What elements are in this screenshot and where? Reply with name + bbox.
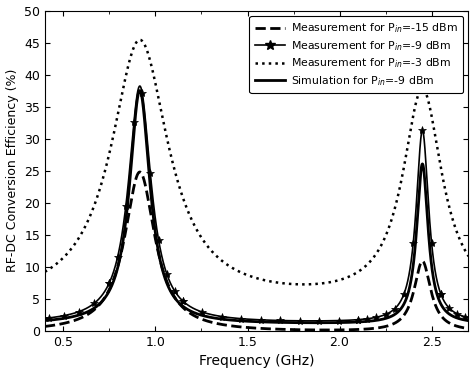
X-axis label: Frequency (GHz): Frequency (GHz) xyxy=(199,355,314,368)
Legend: Measurement for P$_{in}$=-15 dBm, Measurement for P$_{in}$=-9 dBm, Measurement f: Measurement for P$_{in}$=-15 dBm, Measur… xyxy=(249,16,463,94)
Y-axis label: RF-DC Conversion Efficiency (%): RF-DC Conversion Efficiency (%) xyxy=(6,69,18,273)
